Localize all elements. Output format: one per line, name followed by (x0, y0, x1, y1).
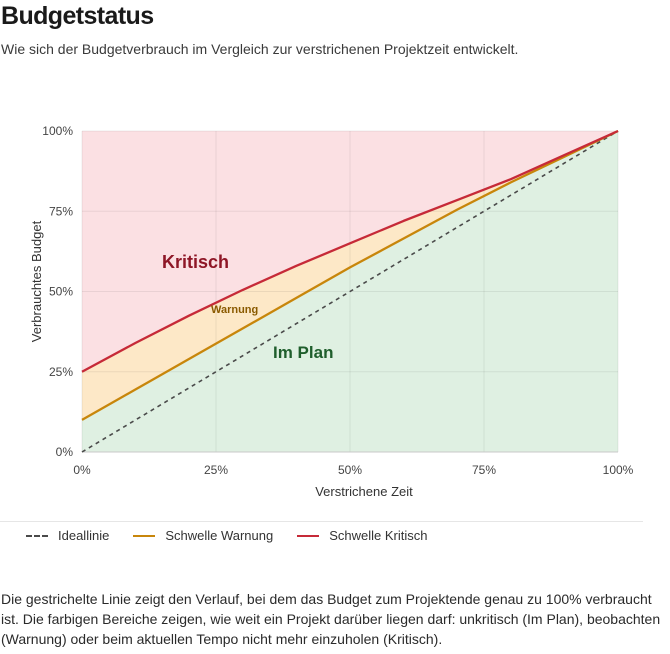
zone-critical (82, 131, 618, 372)
zone-label-on-plan: Im Plan (273, 343, 333, 362)
zone-label-critical: Kritisch (162, 252, 229, 272)
legend-item-ideal: Ideallinie (26, 528, 109, 543)
legend-swatch-ideal (26, 534, 48, 537)
y-tick-label: 25% (49, 365, 73, 379)
x-tick-label: 0% (73, 463, 91, 477)
legend-item-critical: Schwelle Kritisch (297, 528, 428, 543)
zone-label-warning: Warnung (211, 304, 258, 316)
series-line-warning (81, 129, 619, 421)
legend-swatch-warning (133, 534, 156, 537)
y-tick-label: 75% (49, 204, 73, 218)
legend-label-ideal: Ideallinie (58, 528, 110, 543)
legend-divider (0, 521, 643, 522)
legend-label-critical: Schwelle Kritisch (329, 528, 428, 543)
y-tick-label: 0% (56, 445, 74, 459)
y-axis-title: Verbrauchtes Budget (29, 220, 44, 342)
x-tick-label: 100% (603, 463, 634, 477)
y-tick-label: 50% (49, 285, 73, 299)
chart-legend: Ideallinie Schwelle Warnung Schwelle Kri… (26, 528, 428, 543)
x-tick-label: 50% (338, 463, 362, 477)
x-tick-label: 25% (204, 463, 228, 477)
x-axis-title: Verstrichene Zeit (315, 484, 413, 499)
legend-label-warning: Schwelle Warnung (165, 528, 274, 543)
page-subtitle: Wie sich der Budgetverbrauch im Vergleic… (1, 41, 519, 57)
chart-footnote: Die gestrichelte Linie zeigt den Verlauf… (1, 591, 661, 647)
legend-swatch-critical (297, 534, 320, 537)
x-tick-label: 75% (472, 463, 496, 477)
page-title: Budgetstatus (1, 2, 154, 30)
budget-chart: 0% 25% 50% 75% 100% 0% 25% 50% 75% 100% Verstriche… (29, 124, 634, 499)
series-line-ideal (81, 130, 619, 453)
legend-item-warning: Schwelle Warnung (133, 528, 273, 543)
series-line-critical (81, 129, 619, 373)
y-tick-label: 100% (42, 124, 73, 138)
